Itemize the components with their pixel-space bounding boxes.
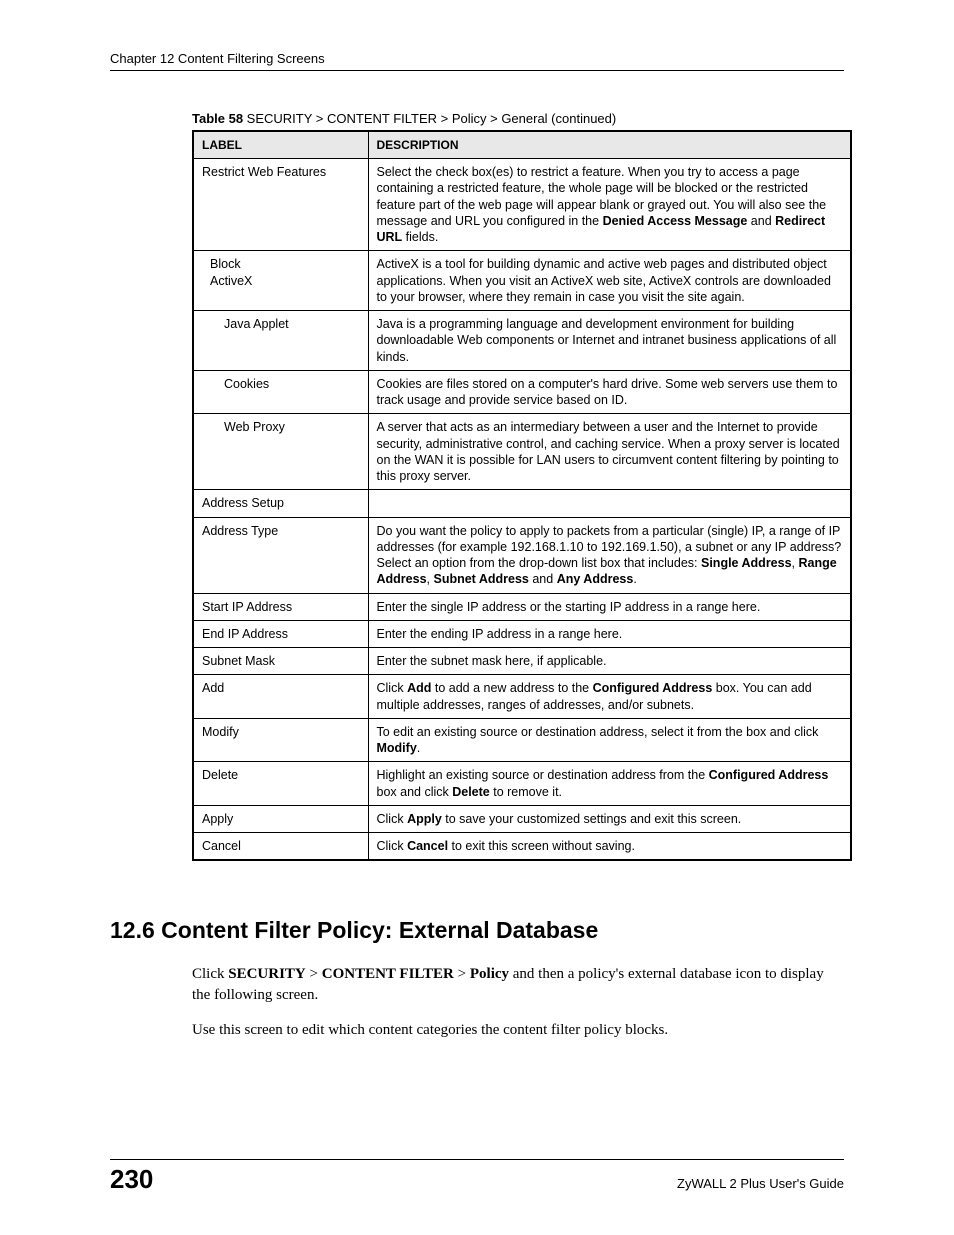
row-label: Web Proxy xyxy=(193,414,368,490)
row-label: Add xyxy=(193,675,368,719)
row-label: Subnet Mask xyxy=(193,648,368,675)
content-filter-table: LABEL DESCRIPTION Restrict Web FeaturesS… xyxy=(192,130,852,861)
row-label: Java Applet xyxy=(193,311,368,371)
page-footer: 230 ZyWALL 2 Plus User's Guide xyxy=(110,1159,844,1195)
column-header-label: LABEL xyxy=(193,131,368,159)
table-row: ModifyTo edit an existing source or dest… xyxy=(193,718,851,762)
table-row: Address TypeDo you want the policy to ap… xyxy=(193,517,851,593)
table-row: Restrict Web FeaturesSelect the check bo… xyxy=(193,159,851,251)
table-row: Address Setup xyxy=(193,490,851,517)
column-header-description: DESCRIPTION xyxy=(368,131,851,159)
table-row: ApplyClick Apply to save your customized… xyxy=(193,805,851,832)
row-description: ActiveX is a tool for building dynamic a… xyxy=(368,251,851,311)
table-row: CookiesCookies are files stored on a com… xyxy=(193,370,851,414)
row-description: Select the check box(es) to restrict a f… xyxy=(368,159,851,251)
table-row: Subnet MaskEnter the subnet mask here, i… xyxy=(193,648,851,675)
row-description: Enter the single IP address or the start… xyxy=(368,593,851,620)
row-label: Address Type xyxy=(193,517,368,593)
row-label: End IP Address xyxy=(193,620,368,647)
row-label: Start IP Address xyxy=(193,593,368,620)
table-row: DeleteHighlight an existing source or de… xyxy=(193,762,851,806)
row-description: Click Add to add a new address to the Co… xyxy=(368,675,851,719)
guide-name: ZyWALL 2 Plus User's Guide xyxy=(677,1176,844,1191)
row-label: BlockActiveX xyxy=(193,251,368,311)
section-heading: 12.6 Content Filter Policy: External Dat… xyxy=(110,917,844,944)
row-description: Enter the subnet mask here, if applicabl… xyxy=(368,648,851,675)
table-row: Start IP AddressEnter the single IP addr… xyxy=(193,593,851,620)
row-label: Restrict Web Features xyxy=(193,159,368,251)
row-label: Apply xyxy=(193,805,368,832)
row-label: Modify xyxy=(193,718,368,762)
row-description: Do you want the policy to apply to packe… xyxy=(368,517,851,593)
row-description: Java is a programming language and devel… xyxy=(368,311,851,371)
table-row: BlockActiveXActiveX is a tool for buildi… xyxy=(193,251,851,311)
table-caption: Table 58 SECURITY > CONTENT FILTER > Pol… xyxy=(192,111,844,126)
row-label: Cookies xyxy=(193,370,368,414)
row-description: Cookies are files stored on a computer's… xyxy=(368,370,851,414)
chapter-title: Chapter 12 Content Filtering Screens xyxy=(110,51,325,66)
row-description: A server that acts as an intermediary be… xyxy=(368,414,851,490)
table-header-row: LABEL DESCRIPTION xyxy=(193,131,851,159)
table-number: Table 58 xyxy=(192,111,243,126)
row-label: Delete xyxy=(193,762,368,806)
table-row: Java AppletJava is a programming languag… xyxy=(193,311,851,371)
page-header: Chapter 12 Content Filtering Screens xyxy=(110,50,844,71)
table-row: Web ProxyA server that acts as an interm… xyxy=(193,414,851,490)
table-row: End IP AddressEnter the ending IP addres… xyxy=(193,620,851,647)
section-para-1: Click SECURITY > CONTENT FILTER > Policy… xyxy=(192,964,844,1006)
table-row: CancelClick Cancel to exit this screen w… xyxy=(193,833,851,861)
row-label: Address Setup xyxy=(193,490,368,517)
section-para-2: Use this screen to edit which content ca… xyxy=(192,1020,844,1041)
row-description: Click Apply to save your customized sett… xyxy=(368,805,851,832)
row-label: Cancel xyxy=(193,833,368,861)
row-description xyxy=(368,490,851,517)
table-row: AddClick Add to add a new address to the… xyxy=(193,675,851,719)
row-description: Highlight an existing source or destinat… xyxy=(368,762,851,806)
table-caption-text: SECURITY > CONTENT FILTER > Policy > Gen… xyxy=(243,111,616,126)
page-number: 230 xyxy=(110,1164,153,1195)
row-description: Click Cancel to exit this screen without… xyxy=(368,833,851,861)
row-description: To edit an existing source or destinatio… xyxy=(368,718,851,762)
row-description: Enter the ending IP address in a range h… xyxy=(368,620,851,647)
